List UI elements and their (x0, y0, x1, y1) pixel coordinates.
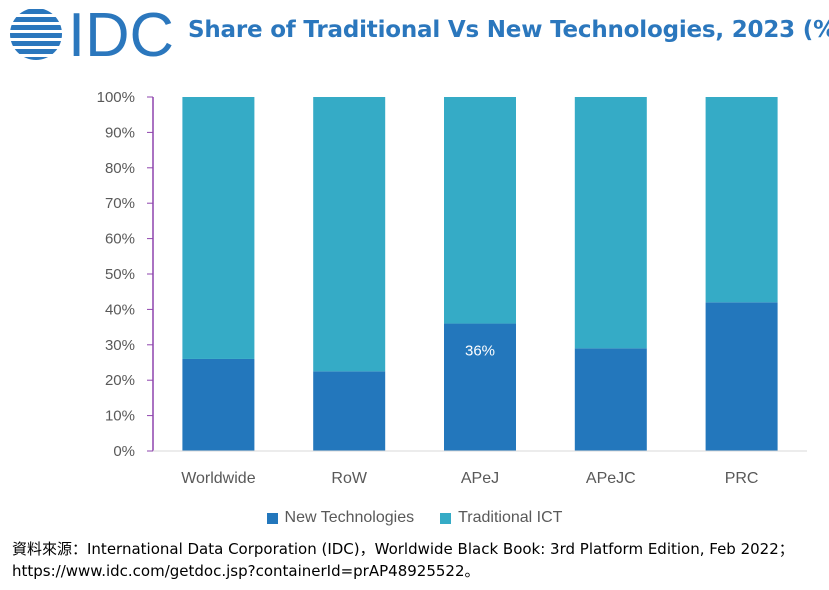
legend-label-new-technologies: New Technologies (284, 509, 415, 526)
chart-title: Share of Traditional Vs New Technologies… (188, 17, 829, 43)
x-tick-label-apej: APeJ (461, 470, 499, 487)
y-tick-label: 40% (105, 301, 135, 318)
y-tick-label: 80% (105, 160, 135, 177)
idc-logo: IDC (10, 6, 174, 62)
legend-label-traditional-ict: Traditional ICT (458, 509, 563, 526)
y-axis-tick-labels: 0% 10% 20% 30% 40% 50% 60% 70% 80% 90% 100% (97, 89, 153, 460)
data-label-apej: 36% (465, 343, 495, 360)
legend-swatch-new-technologies (266, 512, 278, 524)
legend-swatch-traditional-ict (440, 512, 452, 524)
stacked-bar-chart: 0% 10% 20% 30% 40% 50% 60% 70% 80% 90% 100% Worldw… (97, 89, 807, 487)
logo-wordmark: IDC (68, 6, 174, 62)
legend-item-new-technologies: New Technologies (266, 509, 415, 527)
bar-new-technologies-apejc (574, 348, 647, 451)
legend: New Technologies Traditional ICT (0, 509, 829, 527)
x-axis-tick-labels: Worldwide RoW APeJ APeJC PRC (181, 470, 758, 487)
bar-traditional-ict-worldwide (182, 97, 255, 359)
globe-icon (10, 9, 62, 60)
y-tick-label: 20% (105, 372, 135, 389)
y-tick-label: 10% (105, 408, 135, 425)
y-tick-label: 60% (105, 231, 135, 248)
source-note: 資料來源：International Data Corporation (IDC… (12, 540, 794, 580)
bar-traditional-ict-apejc (574, 97, 647, 349)
bar-new-technologies-row (313, 371, 386, 451)
y-tick-label: 70% (105, 195, 135, 212)
bar-new-technologies-apej (444, 323, 516, 451)
x-tick-label-apejc: APeJC (586, 470, 636, 487)
y-tick-label: 100% (97, 89, 135, 106)
y-tick-label: 50% (105, 266, 135, 283)
bars (182, 97, 778, 451)
x-tick-label-worldwide: Worldwide (181, 470, 256, 487)
bar-traditional-ict-row (313, 97, 386, 372)
y-tick-label: 0% (113, 443, 135, 460)
x-tick-label-prc: PRC (725, 470, 759, 487)
x-tick-label-row: RoW (331, 470, 367, 487)
bar-new-technologies-worldwide (182, 358, 255, 451)
y-tick-label: 90% (105, 124, 135, 141)
data-labels: 36% (465, 343, 495, 360)
bar-traditional-ict-prc (705, 97, 778, 303)
bar-traditional-ict-apej (444, 97, 516, 324)
legend-item-traditional-ict: Traditional ICT (440, 509, 562, 527)
bar-new-technologies-prc (705, 302, 778, 451)
y-tick-label: 30% (105, 337, 135, 354)
